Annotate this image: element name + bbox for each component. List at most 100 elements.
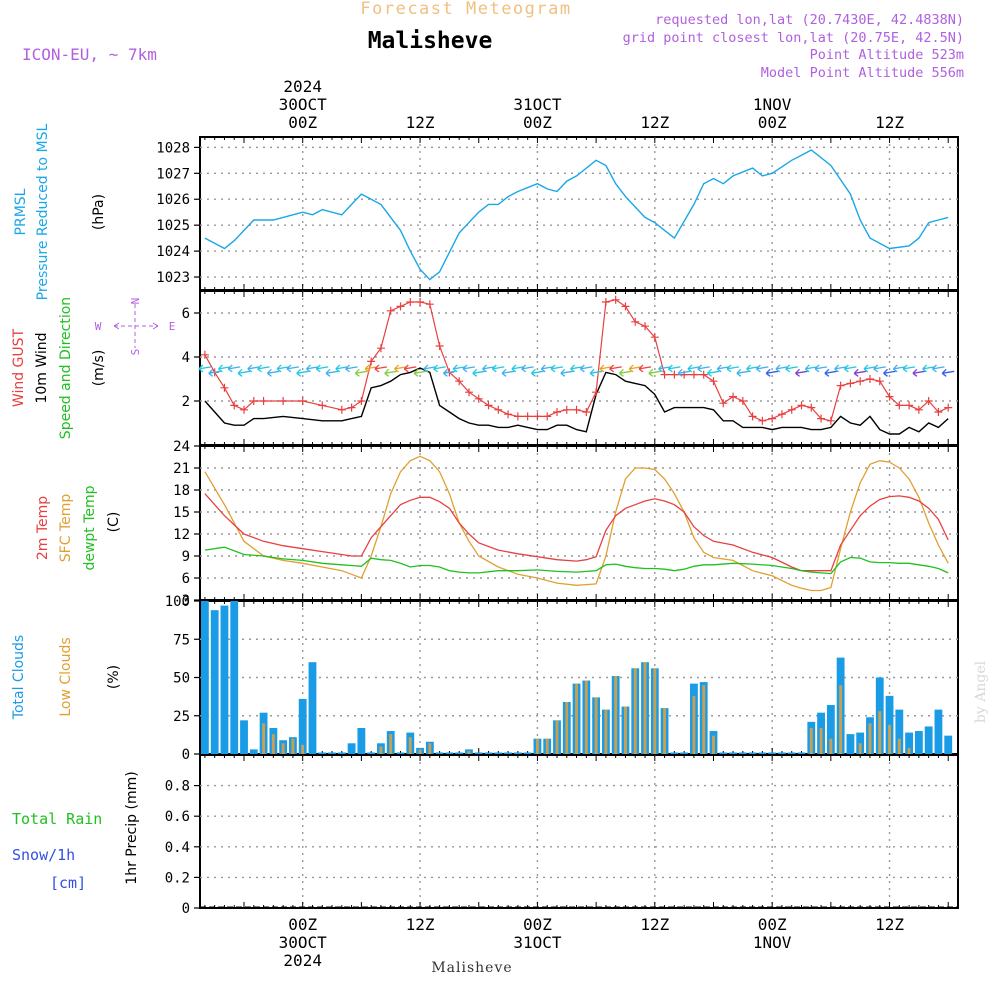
wind-direction-arrow — [257, 364, 270, 373]
top-time-label: 30OCT — [279, 95, 328, 114]
top-time-label: 1NOV — [753, 95, 792, 114]
total-cloud-bar — [738, 752, 747, 754]
wind-direction-arrow — [775, 364, 789, 373]
low-cloud-bar — [467, 750, 471, 754]
temp-unit-label: (C) — [106, 512, 122, 533]
wind-gust-marker — [435, 342, 444, 350]
wind-gust-marker — [885, 392, 894, 401]
low-cloud-bar — [858, 743, 862, 754]
wind-direction-arrow — [374, 364, 388, 373]
wind-direction-arrow — [217, 364, 231, 373]
wind-gust-marker — [416, 298, 425, 306]
wind-direction-arrow — [491, 364, 505, 373]
wind-direction-arrow — [501, 368, 515, 377]
total-cloud-bar — [895, 709, 904, 754]
wind-direction-arrow — [394, 364, 407, 373]
wind-direction-arrow — [530, 368, 544, 377]
wind-gust-marker — [914, 405, 923, 414]
wind-direction-arrow — [560, 368, 573, 377]
y-tick-label: 6 — [182, 306, 190, 322]
wind-direction-arrow — [227, 364, 241, 373]
wind-direction-arrow — [814, 364, 828, 373]
total-cloud-bar — [474, 752, 483, 754]
bottom-time-label: 12Z — [875, 915, 904, 934]
wind-gust-marker — [298, 397, 307, 405]
total-cloud-bar — [846, 734, 855, 754]
wind-gust-marker — [425, 300, 434, 309]
wind-gust-marker — [641, 322, 650, 331]
wind-gust-marker — [777, 410, 786, 419]
precip-unit-label: 1hr Precip (mm) — [124, 771, 140, 884]
wind-gust-marker — [748, 412, 757, 421]
wind-direction-arrow — [413, 368, 427, 377]
low-cloud-bar — [301, 744, 305, 754]
low-cloud-bar — [604, 709, 608, 754]
y-tick-label: 3 — [182, 593, 190, 609]
wind-gust-marker — [230, 401, 239, 410]
total-cloud-bar — [905, 732, 914, 754]
chart-panels: 1023102410251026102710282463691215182124… — [156, 136, 959, 917]
wind-direction-arrow — [266, 368, 280, 377]
total-cloud-bar — [513, 752, 522, 754]
gridpoint-coords: grid point closest lon,lat (20.75E, 42.5… — [623, 30, 964, 46]
y-tick-label: 1024 — [156, 244, 190, 260]
panel-frame-pressure — [199, 136, 959, 291]
wind-gust-marker — [562, 405, 571, 414]
y-tick-label: 0.4 — [165, 840, 190, 856]
compass-west: W — [95, 320, 102, 333]
bottom-time-label: 00Z — [288, 915, 317, 934]
low-cloud-bar — [291, 738, 295, 754]
wind-gust-marker — [396, 302, 405, 311]
dewpt-line — [204, 546, 949, 575]
wind-direction-arrow — [804, 364, 818, 373]
wind-gust-marker — [523, 412, 532, 421]
cloud-unit-label: (%) — [106, 665, 122, 689]
wind-direction-arrow — [237, 368, 251, 377]
wind-direction-arrow — [736, 368, 749, 377]
wind-gust-marker — [572, 405, 581, 414]
wind-gust-marker — [924, 397, 933, 405]
wind-gust-marker — [455, 377, 464, 386]
total-cloud-bar — [719, 752, 728, 754]
y-tick-label: 25 — [173, 709, 190, 725]
wind-gust-marker — [220, 383, 229, 392]
top-time-label: 12Z — [875, 113, 904, 132]
total-cloud-bar — [778, 752, 786, 754]
low-cloud-bar — [575, 683, 579, 754]
panel-pressure: 1023 1024 1025 1026 1027 1028 — [156, 136, 959, 291]
sfc-temp-label: SFC Temp — [58, 494, 74, 563]
top-time-label: 00Z — [288, 113, 317, 132]
wind-gust-marker — [494, 405, 503, 414]
wind-gust-marker — [631, 317, 640, 326]
y-tick-label: 1026 — [156, 192, 190, 208]
top-time-label: 00Z — [523, 113, 552, 132]
wind-direction-arrow — [452, 364, 466, 373]
pressure-panel-labels: PRMSL Pressure Reduced to MSL (hPa) — [13, 123, 107, 300]
wind-direction-arrow — [198, 364, 211, 373]
wind-gust-marker — [259, 397, 268, 405]
model-name: ICON-EU, ~ 7km — [22, 45, 157, 64]
wind-direction-arrow — [335, 364, 348, 373]
top-time-label: 12Z — [640, 113, 669, 132]
wind-gust-marker — [386, 306, 395, 315]
wind-direction-arrow — [922, 364, 935, 373]
wind-direction-arrow — [863, 364, 877, 373]
y-tick-label: 1025 — [156, 218, 190, 234]
panel-frame-precip — [199, 754, 959, 909]
wind-direction-arrow — [384, 368, 397, 377]
wind-gust-marker — [738, 397, 747, 405]
y-tick-label: 50 — [173, 671, 190, 687]
wind-gust-marker — [944, 403, 953, 412]
total-cloud-bar — [240, 720, 248, 754]
wind-gust-marker — [347, 403, 356, 412]
bottom-time-label: 00Z — [758, 915, 787, 934]
low-cloud-bar — [623, 706, 627, 754]
low-cloud-bar — [653, 668, 657, 754]
compass-icon: N S W E — [95, 298, 176, 356]
wind-direction-arrow — [765, 368, 779, 377]
low-cloud-bar — [584, 680, 588, 754]
wind-direction-arrow — [276, 364, 290, 373]
low-cloud-bar — [643, 662, 647, 754]
wind-gust-marker — [611, 295, 620, 304]
wind-direction-arrow — [795, 368, 808, 377]
